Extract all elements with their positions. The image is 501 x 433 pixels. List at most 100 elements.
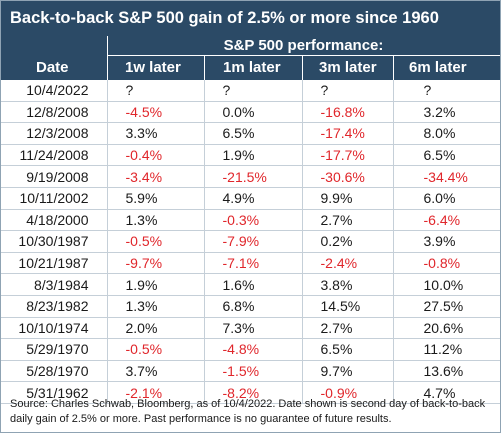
cell-m1: 7.3% [204,317,303,340]
row-date: 10/4/2022 [1,80,108,102]
cell-m6: 4.7% [393,381,500,404]
cell-w1: ? [107,80,205,102]
column-header-1m: 1m later [223,59,281,76]
cell-w1: 3.3% [107,122,205,145]
table-title: Back-to-back S&P 500 gain of 2.5% or mor… [1,1,500,36]
cell-m6: 3.2% [393,101,500,124]
cell-m6: ? [393,80,500,102]
row-date: 10/30/1987 [1,230,108,253]
cell-m3: 0.2% [302,230,394,253]
cell-w1: -9.7% [107,252,205,275]
cell-m6: 20.6% [393,317,500,340]
cell-m1: ? [204,80,303,102]
table-row: 9/19/2008 -3.4% -21.5% -30.6% -34.4% [1,165,500,188]
source-note: Source: Charles Schwab, Bloomberg, as of… [10,398,486,425]
row-date: 12/8/2008 [1,101,108,124]
table-row: 8/3/1984 1.9% 1.6% 3.8% 10.0% [1,273,500,296]
cell-m3: -17.4% [302,122,394,145]
cell-m1: -8.2% [204,381,303,404]
cell-m1: 4.9% [204,187,303,210]
table-row: 5/28/1970 3.7% -1.5% 9.7% 13.6% [1,360,500,383]
table-row: 12/8/2008 -4.5% 0.0% -16.8% 3.2% [1,101,500,124]
cell-w1: -4.5% [107,101,205,124]
header-divider [393,56,394,80]
table-row: 10/30/1987 -0.5% -7.9% 0.2% 3.9% [1,230,500,253]
cell-m6: -34.4% [393,165,500,188]
table-row: 5/29/1970 -0.5% -4.8% 6.5% 11.2% [1,338,500,361]
row-date: 5/29/1970 [1,338,108,361]
cell-m1: 1.9% [204,144,303,167]
row-date: 10/21/1987 [1,252,108,275]
header-divider [302,56,303,80]
cell-m6: 8.0% [393,122,500,145]
cell-m3: -17.7% [302,144,394,167]
table-row: 5/31/1962 -2.1% -8.2% -0.9% 4.7% [1,381,500,404]
row-date: 12/3/2008 [1,122,108,145]
row-date: 8/23/1982 [1,295,108,318]
table-row: 8/23/1982 1.3% 6.8% 14.5% 27.5% [1,295,500,318]
cell-m6: -6.4% [393,209,500,232]
table-body: 10/4/2022???? 12/8/2008 -4.5% 0.0% -16.8% 3.2… [1,80,500,404]
header-divider [107,36,108,80]
cell-m3: -0.9% [302,381,394,404]
row-date: 9/19/2008 [1,165,108,188]
cell-w1: -0.4% [107,144,205,167]
cell-m3: 9.9% [302,187,394,210]
cell-m6: 10.0% [393,273,500,296]
cell-w1: -3.4% [107,165,205,188]
row-date: 5/31/1962 [1,381,108,404]
table-row: 4/18/2000 1.3% -0.3% 2.7% -6.4% [1,209,500,232]
cell-m1: -21.5% [204,165,303,188]
cell-m6: -0.8% [393,252,500,275]
cell-m6: 27.5% [393,295,500,318]
cell-w1: 2.0% [107,317,205,340]
cell-m3: 9.7% [302,360,394,383]
table-row: 10/4/2022???? [1,80,500,102]
cell-m6: 13.6% [393,360,500,383]
cell-w1: -2.1% [107,381,205,404]
header-divider [204,56,205,80]
cell-w1: -0.5% [107,338,205,361]
table-row: 12/3/2008 3.3% 6.5% -17.4% 8.0% [1,122,500,145]
column-header-date: Date [36,59,69,76]
row-date: 4/18/2000 [1,209,108,232]
cell-m1: -0.3% [204,209,303,232]
cell-w1: 5.9% [107,187,205,210]
column-header-6m: 6m later [409,59,467,76]
cell-m1: 6.8% [204,295,303,318]
cell-m3: 14.5% [302,295,394,318]
table-row: 10/21/1987 -9.7% -7.1% -2.4% -0.8% [1,252,500,275]
cell-m6: 6.0% [393,187,500,210]
cell-m3: 2.7% [302,209,394,232]
cell-m6: 11.2% [393,338,500,361]
table-row: 11/24/2008 -0.4% 1.9% -17.7% 6.5% [1,144,500,167]
cell-m1: -4.8% [204,338,303,361]
cell-w1: 1.3% [107,209,205,232]
column-header-1w: 1w later [125,59,181,76]
cell-m1: 6.5% [204,122,303,145]
cell-m3: -30.6% [302,165,394,188]
cell-m1: 1.6% [204,273,303,296]
cell-m3: 3.8% [302,273,394,296]
cell-m1: -1.5% [204,360,303,383]
performance-table: 10/4/2022???? 12/8/2008 -4.5% 0.0% -16.8% 3.2… [1,80,500,404]
cell-w1: -0.5% [107,230,205,253]
cell-m6: 6.5% [393,144,500,167]
cell-m3: 6.5% [302,338,394,361]
cell-m3: ? [302,80,394,102]
cell-m6: 3.9% [393,230,500,253]
cell-w1: 1.9% [107,273,205,296]
cell-m3: 2.7% [302,317,394,340]
cell-m1: -7.9% [204,230,303,253]
row-date: 10/11/2002 [1,187,108,210]
row-date: 8/3/1984 [1,273,108,296]
cell-m1: 0.0% [204,101,303,124]
cell-m3: -16.8% [302,101,394,124]
cell-w1: 1.3% [107,295,205,318]
cell-m1: -7.1% [204,252,303,275]
group-header-performance: S&P 500 performance: [107,36,500,56]
table-row: 10/11/2002 5.9% 4.9% 9.9% 6.0% [1,187,500,210]
column-header-3m: 3m later [319,59,377,76]
cell-m3: -2.4% [302,252,394,275]
